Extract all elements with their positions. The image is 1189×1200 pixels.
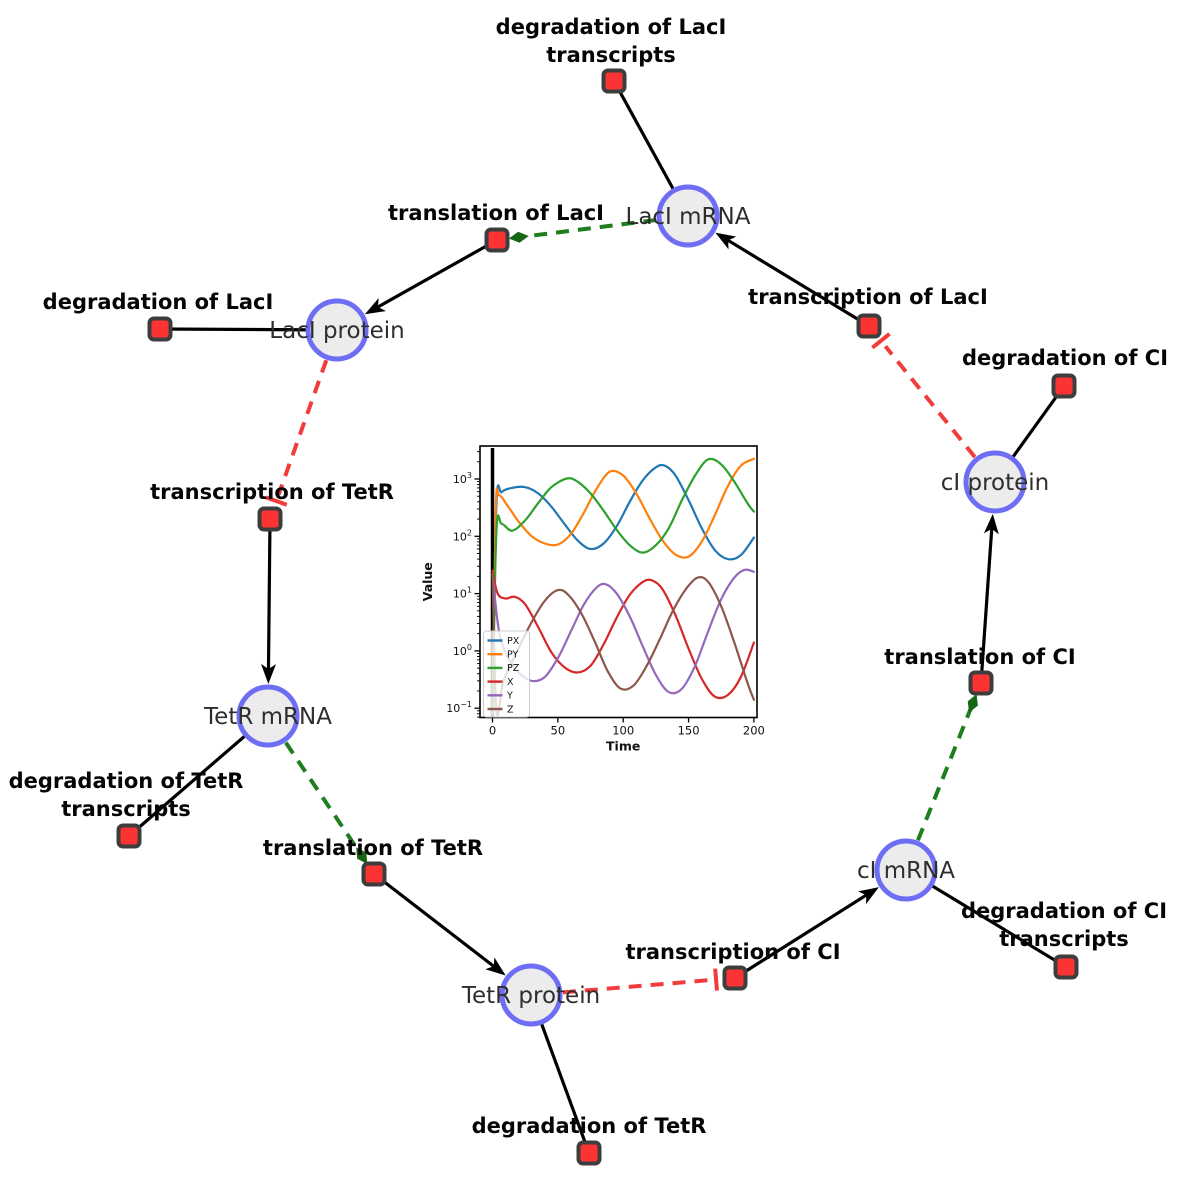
- x-axis-title: Time: [606, 739, 640, 754]
- reaction-node-deg-laci-transcripts: [601, 68, 627, 94]
- y-axis-tick-label: 102: [453, 528, 472, 543]
- x-axis-tick-label: 100: [612, 724, 634, 738]
- reaction-label-deg-ci: degradation of CI: [962, 346, 1168, 370]
- species-label-tetr-protein: TetR protein: [461, 983, 600, 1009]
- label-layer: LacI mRNA LacI protein TetR mRNA TetR prote…: [9, 15, 1168, 1138]
- series-line-PY: [491, 457, 755, 715]
- reaction-node-deg-tetr: [576, 1140, 602, 1166]
- edge-translation-tetr-tetr-protein-arrowhead: [485, 957, 506, 976]
- edge-ci-mrna-translation-ci: [916, 706, 974, 842]
- edge-translation-laci-laci-protein: [372, 238, 498, 311]
- reaction-label-deg-ci-transcripts-line2: transcripts: [999, 927, 1129, 951]
- species-label-laci-protein: LacI protein: [269, 318, 404, 344]
- y-axis-tick-label: 101: [453, 586, 472, 601]
- edge-translation-ci-ci-protein: [979, 523, 994, 684]
- reaction-label-deg-laci-transcripts-line1: degradation of LacI: [496, 15, 727, 39]
- y-axis-tick-label: 10−1: [446, 700, 472, 715]
- reaction-label-transcription-ci: transcription of CI: [625, 940, 840, 964]
- edge-laci-protein-transcription-tetr-inhibit-bar: [265, 495, 288, 507]
- series-lines: [491, 457, 755, 717]
- legend-label-Z: Z: [507, 704, 514, 715]
- species-label-ci-mrna: cI mRNA: [857, 858, 955, 884]
- edge-transcription-tetr-tetr-mrna-arrowhead: [261, 663, 277, 685]
- reaction-label-deg-tetr: degradation of TetR: [472, 1114, 707, 1138]
- edge-decoration-layer: [261, 231, 999, 991]
- x-axis-tick-label: 50: [551, 724, 566, 738]
- edge-transcription-tetr-tetr-mrna: [266, 518, 272, 675]
- reaction-label-transcription-laci: transcription of LacI: [748, 285, 988, 309]
- edge-transcription-ci-ci-mrna: [734, 891, 872, 980]
- reaction-node-deg-ci: [1051, 373, 1077, 399]
- x-axis-tick-label: 0: [489, 724, 496, 738]
- species-label-tetr-mrna: TetR mRNA: [203, 704, 332, 730]
- reaction-label-translation-tetr: translation of TetR: [263, 836, 483, 860]
- y-axis-tick-label: 100: [453, 643, 472, 658]
- species-node-tetr-mrna: [236, 684, 300, 748]
- series-line-PZ: [491, 457, 755, 715]
- edge-ci-protein-transcription-laci-inhibit-bar: [871, 332, 891, 350]
- species-node-laci-mrna: [656, 184, 720, 248]
- x-axis-tick-label: 200: [743, 724, 765, 738]
- legend-label-Y: Y: [506, 691, 513, 702]
- edge-transcription-ci-ci-mrna-arrowhead: [858, 887, 879, 905]
- edge-tetr-mrna-translation-tetr-arrowhead: [356, 847, 368, 865]
- reaction-node-transcription-laci: [856, 313, 882, 339]
- plot-frame: [479, 445, 758, 719]
- reaction-node-deg-tetr-transcripts: [116, 823, 142, 849]
- reaction-node-deg-ci-transcripts: [1053, 954, 1079, 980]
- legend-label-PY: PY: [507, 650, 519, 661]
- edge-tetr-protein-transcription-ci: [562, 978, 710, 995]
- edge-ci-protein-transcription-laci: [883, 344, 977, 459]
- species-node-tetr-protein: [499, 963, 563, 1027]
- legend-label-PZ: PZ: [507, 663, 520, 674]
- species-label-laci-mrna: LacI mRNA: [626, 204, 751, 230]
- reaction-node-translation-tetr: [361, 861, 387, 887]
- species-node-ci-mrna: [874, 838, 938, 902]
- species-node-ci-protein: [963, 450, 1027, 514]
- edge-translation-laci-laci-protein-arrowhead: [364, 297, 386, 315]
- legend: PX PY PZ XYZ: [483, 630, 530, 718]
- series-line-X: [491, 569, 755, 700]
- edge-ci-mrna-translation-ci-arrowhead: [967, 694, 978, 713]
- edge-transcription-laci-laci-mrna-arrowhead: [715, 232, 737, 250]
- reaction-node-transcription-ci: [722, 965, 748, 991]
- reaction-label-deg-laci-transcripts-line2: transcripts: [546, 43, 676, 67]
- edge-tetr-protein-transcription-ci-inhibit-bar: [713, 968, 719, 991]
- edge-translation-tetr-tetr-protein: [373, 872, 499, 971]
- edge-laci-mrna-translation-laci: [522, 218, 657, 239]
- legend-label-PX: PX: [507, 636, 520, 647]
- reaction-node-translation-ci: [968, 670, 994, 696]
- reaction-label-deg-laci: degradation of LacI: [43, 290, 274, 314]
- series-line-PX: [491, 463, 755, 715]
- reaction-label-transcription-tetr: transcription of TetR: [150, 480, 394, 504]
- x-axis-tick-label: 150: [678, 724, 700, 738]
- y-axis-title: Value: [420, 562, 435, 601]
- reaction-label-deg-tetr-transcripts-line2: transcripts: [61, 797, 191, 821]
- reaction-label-deg-tetr-transcripts-line1: degradation of TetR: [9, 769, 244, 793]
- species-node-laci-protein: [305, 298, 369, 362]
- edge-laci-mrna-translation-laci-arrowhead: [508, 231, 529, 243]
- time-series-plot: 0 50 100 150 20010−1100101102103TimeValuePXP…: [420, 445, 765, 754]
- y-axis-tick-label: 103: [453, 471, 472, 486]
- reaction-label-translation-ci: translation of CI: [884, 645, 1075, 669]
- edge-laci-protein-transcription-tetr: [276, 359, 329, 496]
- node-layer: [116, 68, 1079, 1166]
- legend-label-X: X: [507, 677, 514, 688]
- species-label-ci-protein: cI protein: [941, 470, 1050, 496]
- reaction-node-translation-laci: [484, 227, 510, 253]
- edge-transcription-laci-laci-mrna: [723, 236, 870, 328]
- reaction-label-deg-ci-transcripts-line1: degradation of CI: [961, 899, 1167, 923]
- reaction-node-deg-laci: [147, 316, 173, 342]
- reaction-label-translation-laci: translation of LacI: [388, 201, 604, 225]
- reaction-node-transcription-tetr: [257, 506, 283, 532]
- edge-translation-ci-ci-protein-arrowhead: [983, 513, 999, 535]
- edge-tetr-mrna-translation-tetr: [284, 741, 362, 854]
